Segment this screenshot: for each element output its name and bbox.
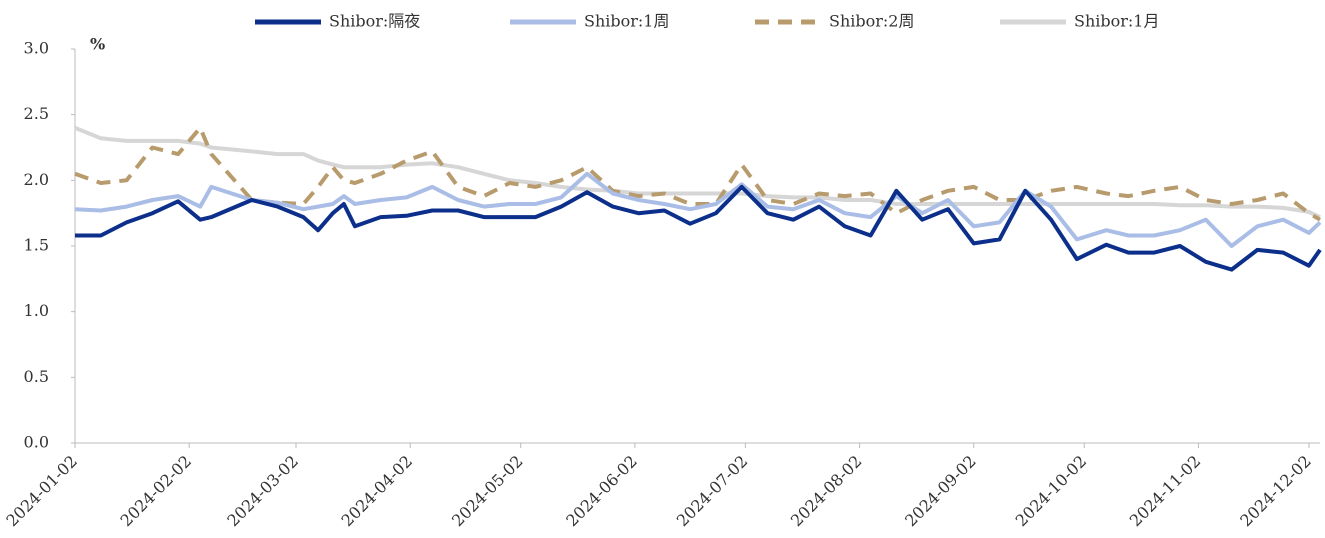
y-tick-label: 0.0 [24,433,49,452]
x-tick-label: 2024-06-02 [562,452,641,531]
y-tick-label: 0.5 [24,367,49,386]
legend-label: Shibor:2周 [829,12,914,31]
y-tick-label: 1.0 [24,301,49,320]
series-line [74,125,1322,222]
x-tick-label: 2024-03-02 [223,452,302,531]
y-tick-label: 2.0 [24,170,49,189]
legend-label: Shibor:1月 [1074,12,1159,31]
x-tick-label: 2024-08-02 [787,452,866,531]
x-tick-label: 2024-07-02 [673,452,752,531]
x-tick-label: 2024-01-02 [2,452,81,531]
series-line [74,125,1321,219]
x-tick-label: 2024-11-02 [1126,452,1205,531]
x-tick-label: 2024-12-02 [1236,452,1315,531]
y-unit: % [90,35,105,54]
x-tick-label: 2024-10-02 [1012,452,1091,531]
x-tick-label: 2024-05-02 [448,452,527,531]
y-tick-label: 1.5 [24,236,49,255]
x-tick-label: 2024-02-02 [117,452,196,531]
series-line [74,171,1322,248]
legend-label: Shibor:1周 [584,12,669,31]
legend-label: Shibor:隔夜 [329,12,420,31]
series-line [75,184,1322,272]
y-tick-label: 3.0 [24,39,49,58]
y-tick-label: 2.5 [24,104,49,123]
x-tick-label: 2024-09-02 [901,452,980,531]
x-tick-label: 2024-04-02 [338,452,417,531]
